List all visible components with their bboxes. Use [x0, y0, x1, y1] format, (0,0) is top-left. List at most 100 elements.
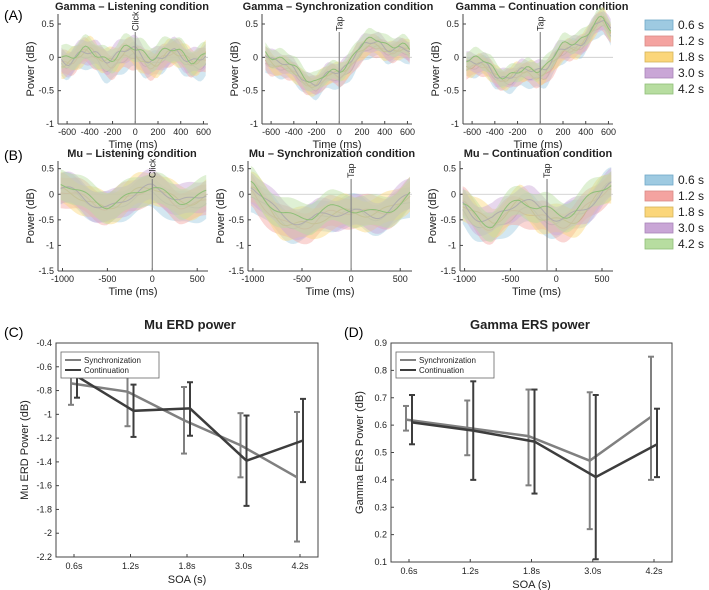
panel-title: Mu – Listening condition [67, 148, 197, 160]
x-tick-label: -200 [509, 127, 527, 137]
y-tick-label: 0 [454, 52, 459, 62]
y-tick-label: 0 [49, 189, 54, 199]
series-line-1-2-s [250, 189, 411, 230]
x-tick-label: 0.6s [400, 566, 418, 576]
x-tick-label: 3.0s [235, 561, 253, 571]
series-line-1-8-s [250, 186, 411, 227]
y-tick-label: -0.5 [228, 215, 244, 225]
x-axis-label: Time (ms) [312, 139, 361, 151]
y-tick-label: 0.5 [231, 164, 244, 174]
series-line-3-0-s [61, 46, 207, 67]
x-tick-label: -400 [486, 127, 504, 137]
legend-swatch [644, 19, 674, 31]
y-tick-label: -1 [451, 119, 459, 129]
event-label: Tap [542, 163, 552, 178]
series-line-1-8-s [60, 186, 207, 210]
x-axis-label: SOA (s) [168, 574, 207, 586]
x-tick-label: 500 [594, 274, 609, 284]
series-line-4-2-s [466, 15, 612, 80]
x-tick-label: -600 [463, 127, 481, 137]
x-tick-label: -1000 [453, 274, 476, 284]
y-tick-label: -1.5 [440, 266, 456, 276]
x-tick-label: 400 [578, 127, 593, 137]
y-axis-label: Power (dB) [25, 188, 37, 243]
series-line-4-2-s [250, 180, 411, 221]
y-axis-label: Power (dB) [215, 188, 227, 243]
error-band-3-0-s [462, 167, 612, 236]
y-tick-label: -0.5 [242, 86, 258, 96]
event-label: Tap [535, 16, 545, 31]
y-tick-label: -0.5 [440, 215, 456, 225]
legend-entry: 1.8 s [678, 205, 704, 219]
panel-title: Mu – Synchronization condition [249, 148, 416, 160]
error-band-0-6-s [265, 36, 410, 101]
y-tick-label: 0.5 [41, 164, 54, 174]
y-tick-label: -0.5 [38, 86, 54, 96]
legend-entry: 1.2 s [678, 189, 704, 203]
error-band-1-8-s [265, 33, 410, 97]
error-band-4-2-s [60, 169, 207, 225]
x-tick-label: 1.2s [462, 566, 480, 576]
y-tick-label: -1.6 [36, 481, 52, 491]
y-tick-label: 0.5 [443, 164, 456, 174]
error-band-1-2-s [60, 172, 207, 226]
y-tick-label: -0.5 [38, 215, 54, 225]
error-band-3-0-s [61, 34, 206, 78]
legend-entry: Continuation [419, 366, 464, 375]
legend-swatch [644, 206, 674, 218]
error-band-0-6-s [60, 172, 207, 224]
x-tick-label: 3.0s [584, 566, 602, 576]
error-band-4-2-s [250, 165, 410, 236]
chart-gamma-listening: Gamma – Listening condition -600 -400 -200 0… [25, 1, 211, 151]
event-label: Tap [334, 16, 344, 31]
legend-entry: Synchronization [84, 356, 141, 365]
error-band-1-2-s [250, 174, 410, 245]
y-axis-label: Power (dB) [427, 188, 439, 243]
y-tick-label: 0 [239, 189, 244, 199]
y-tick-label: -2.2 [36, 552, 52, 562]
y-tick-label: -1.2 [36, 433, 52, 443]
chart-title: Gamma ERS power [470, 317, 590, 332]
chart-gamma-ers: Gamma ERS power 0.1 0.2 0.3 0.4 0.5 0.6 0.7 0.8 0… [354, 317, 673, 590]
error-band-3-0-s [466, 11, 611, 88]
event-label: Click [130, 11, 140, 31]
x-axis-label: Time (ms) [108, 286, 157, 298]
y-axis-label: Power (dB) [229, 41, 241, 96]
legend-mu: 0.6 s 1.2 s 1.8 s 3.0 s 4.2 s [644, 173, 704, 251]
y-tick-label: -1 [46, 119, 54, 129]
chart-mu-sync: Mu – Synchronization condition -1000 -500 0… [215, 148, 415, 298]
y-tick-label: 0 [49, 52, 54, 62]
x-tick-label: 500 [393, 274, 408, 284]
series-line-1-2-s [60, 187, 207, 211]
chart-mu-erd: Mu ERD power -2.2 -2 -1.8 -1.6 -1.4 -1.2 -1 -0.8… [19, 317, 319, 586]
series-line-4-2-s [60, 184, 207, 210]
x-tick-label: -600 [262, 127, 280, 137]
series-line-1-8-s [462, 188, 612, 225]
y-tick-label: 0.5 [374, 448, 387, 458]
x-tick-label: 200 [354, 127, 369, 137]
x-axis-label: Time (ms) [513, 139, 562, 151]
panel-title: Gamma – Synchronization condition [243, 1, 434, 13]
series-line-0-6-s [60, 186, 207, 209]
legend-box [60, 351, 160, 379]
y-tick-label: -1.4 [36, 457, 52, 467]
y-tick-label: 0.5 [41, 19, 54, 29]
chart-gamma-sync: Gamma – Synchronization condition -600 -40… [229, 1, 434, 151]
y-tick-label: 0 [253, 52, 258, 62]
legend-entry: 4.2 s [678, 82, 704, 96]
x-tick-label: 400 [173, 127, 188, 137]
x-tick-label: 600 [601, 127, 616, 137]
legend-swatch [644, 222, 674, 234]
series-line-3-0-s [250, 187, 411, 226]
series-line-4-2-s [61, 44, 206, 65]
event-label: Click [147, 158, 157, 178]
x-axis-label: Time (ms) [305, 286, 354, 298]
y-tick-label: 0.2 [374, 530, 387, 540]
legend-swatch [644, 67, 674, 79]
y-axis-label: Gamma ERS Power (dB) [354, 391, 366, 514]
x-tick-label: -500 [293, 274, 311, 284]
chart-title: Mu ERD power [144, 317, 236, 332]
x-tick-label: 0 [554, 274, 559, 284]
legend-entry: 0.6 s [678, 18, 704, 32]
